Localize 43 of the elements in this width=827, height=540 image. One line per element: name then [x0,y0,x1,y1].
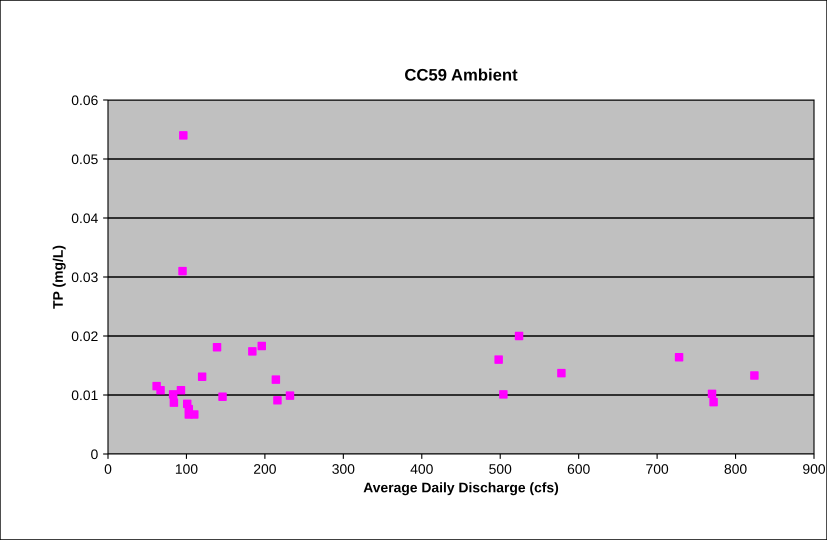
chart-title: CC59 Ambient [405,68,518,81]
y-tick-label: 0.06 [72,95,98,106]
point [286,391,294,400]
x-tick-label: 500 [489,464,512,474]
point [178,266,187,276]
point [170,398,178,407]
x-axis-title: Average Daily Discharge (cfs) [364,482,558,496]
y-tick-label: 0.03 [72,272,98,282]
y-tick-label: 0 [91,449,98,460]
point [212,342,222,352]
x-tick-label: 900 [803,464,826,474]
y-axis-title: TP (mg/L) [52,246,66,309]
point [179,131,188,140]
x-tick-label: 600 [568,464,590,474]
point [168,390,178,399]
point [190,410,199,419]
y-tick-label: 0.02 [72,331,98,342]
x-tick-label: 100 [176,464,198,474]
point [248,347,257,356]
point [176,386,186,395]
point [557,368,566,378]
x-tick-label: 0 [104,464,112,474]
x-tick-label: 200 [254,464,276,474]
point [272,375,280,384]
y-tick-label: 0.04 [72,213,98,224]
x-tick-label: 300 [332,464,354,474]
point [218,392,227,402]
point [273,396,282,405]
x-tick-label: 400 [410,464,433,474]
point [156,386,165,395]
point [514,332,524,340]
point [494,355,503,364]
point [674,353,684,362]
point [750,371,759,380]
y-tick-label: 0.01 [72,390,98,400]
point [258,342,266,350]
x-tick-label: 800 [724,464,747,474]
point [499,390,508,399]
x-tick-label: 700 [646,464,668,474]
point [198,372,206,381]
point [708,390,716,398]
point [709,398,718,406]
y-tick-label: 0.05 [72,154,98,164]
